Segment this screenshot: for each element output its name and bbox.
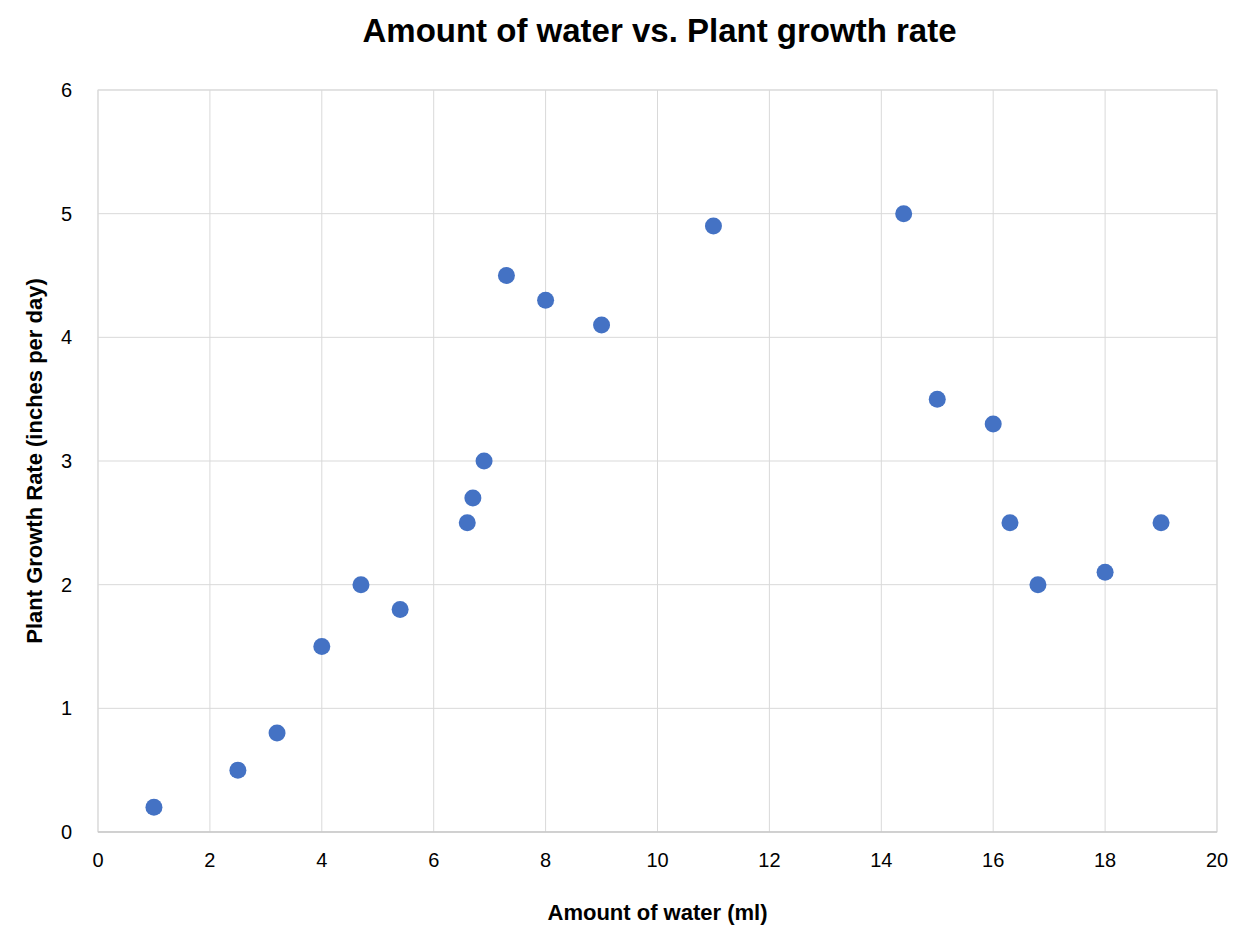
chart-title: Amount of water vs. Plant growth rate — [362, 12, 956, 49]
point — [476, 453, 493, 470]
point — [498, 267, 515, 284]
point — [895, 205, 912, 222]
y-tick-label: 1 — [61, 697, 72, 719]
y-grid-line — [98, 832, 1217, 833]
point — [229, 762, 246, 779]
x-axis-line — [98, 832, 1217, 833]
point — [1153, 514, 1170, 531]
x-tick-label: 14 — [870, 849, 892, 871]
point — [313, 638, 330, 655]
point — [269, 725, 286, 742]
x-tick-label: 0 — [92, 849, 103, 871]
x-grid-line — [433, 90, 434, 832]
y-axis-label: Plant Growth Rate (inches per day) — [22, 278, 47, 644]
x-grid-line — [321, 90, 322, 832]
x-tick-label: 2 — [204, 849, 215, 871]
x-grid-line — [209, 90, 210, 832]
x-tick-label: 12 — [758, 849, 780, 871]
x-grid-line — [98, 90, 99, 832]
x-tick-label: 4 — [316, 849, 327, 871]
x-tick-label: 8 — [540, 849, 551, 871]
plot-frame — [98, 90, 1217, 832]
point — [705, 218, 722, 235]
point — [985, 415, 1002, 432]
x-tick-label: 6 — [428, 849, 439, 871]
x-grid-line — [881, 90, 882, 832]
point — [392, 601, 409, 618]
points — [145, 205, 1169, 816]
x-grid-line — [545, 90, 546, 832]
point — [1001, 514, 1018, 531]
background — [0, 0, 1251, 950]
y-tick-label: 5 — [61, 203, 72, 225]
point — [459, 514, 476, 531]
point — [1029, 576, 1046, 593]
y-tick-label: 6 — [61, 79, 72, 101]
x-tick-label: 16 — [982, 849, 1004, 871]
x-grid-line — [1105, 90, 1106, 832]
x-axis-label: Amount of water (ml) — [548, 900, 768, 925]
point — [593, 316, 610, 333]
x-tick-label: 10 — [646, 849, 668, 871]
x-grid-line — [1217, 90, 1218, 832]
x-grid-line — [993, 90, 994, 832]
y-tick-label: 4 — [61, 326, 72, 348]
x-grid-line — [769, 90, 770, 832]
y-tick-label: 2 — [61, 574, 72, 596]
y-tick-label: 3 — [61, 450, 72, 472]
x-tick-label: 18 — [1094, 849, 1116, 871]
point — [537, 292, 554, 309]
x-grid-line — [657, 90, 658, 832]
y-tick-label: 0 — [61, 821, 72, 843]
point — [464, 490, 481, 507]
point — [929, 391, 946, 408]
x-tick-label: 20 — [1206, 849, 1228, 871]
point — [1097, 564, 1114, 581]
chart: 012345602468101214161820Amount of water … — [0, 0, 1251, 950]
point — [145, 799, 162, 816]
point — [352, 576, 369, 593]
